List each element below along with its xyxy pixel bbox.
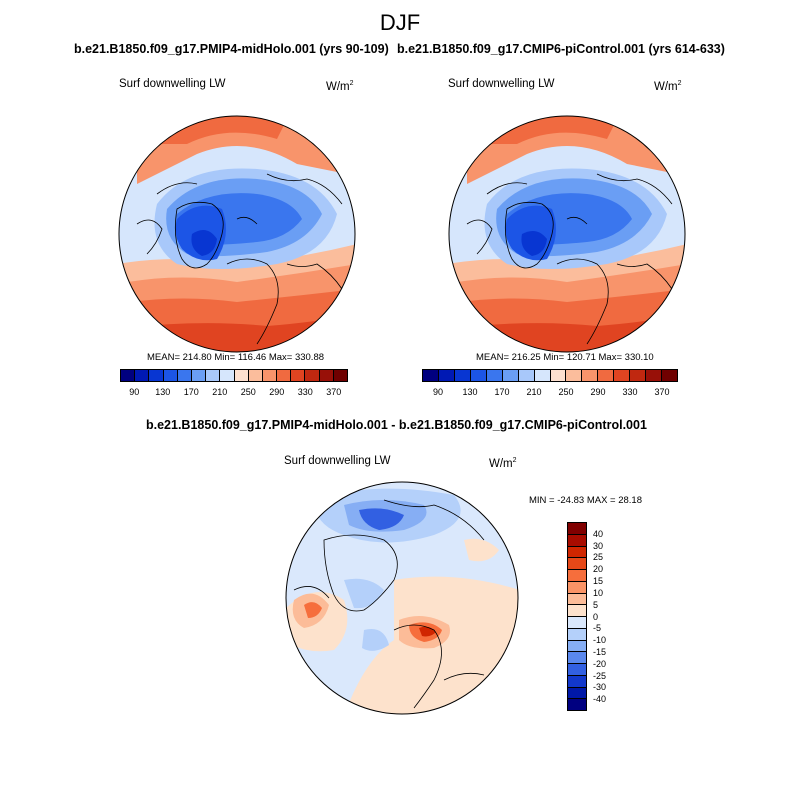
left-colorbar-tick-label: 290	[269, 387, 285, 397]
diff-colorbar-swatch	[568, 546, 586, 559]
left-colorbar-swatch	[262, 370, 278, 381]
diff-colorbar-tick-label: 25	[593, 552, 604, 563]
right-colorbar-swatch	[614, 370, 631, 381]
left-colorbar-swatch	[191, 370, 207, 381]
right-colorbar-tick-label: 330	[622, 387, 638, 397]
right-colorbar-tick-label: 210	[526, 387, 542, 397]
left-colorbar-tick-label: 170	[183, 387, 199, 397]
right-colorbar-tick-label: 250	[558, 387, 574, 397]
diff-colorbar-tick-label: -40	[593, 694, 607, 705]
difference-polar-map	[285, 481, 519, 715]
left-colorbar-swatch	[333, 370, 347, 381]
right-colorbar-tick-label: 370	[654, 387, 670, 397]
right-colorbar-swatch	[438, 370, 455, 381]
diff-colorbar-tick-label: 30	[593, 540, 604, 551]
right-colorbar-swatch	[566, 370, 583, 381]
left-colorbar-swatch	[234, 370, 249, 381]
right-colorbar-swatch	[470, 370, 487, 381]
left-colorbar-tick-label: 130	[155, 387, 171, 397]
left-colorbar-swatch	[248, 370, 263, 381]
right-colorbar-swatch	[486, 370, 503, 381]
left-colorbar-swatch	[305, 370, 320, 381]
diff-colorbar-tick-label: 5	[593, 599, 599, 610]
right-stats: MEAN= 216.25 Min= 120.71 Max= 330.10	[476, 352, 654, 363]
diff-colorbar-swatch	[568, 675, 586, 688]
diff-colorbar-tick-label: 40	[593, 528, 604, 539]
right-polar-map	[448, 115, 686, 353]
diff-colorbar-swatch	[568, 558, 586, 570]
right-colorbar-swatch	[662, 370, 677, 381]
right-colorbar-swatch	[582, 370, 599, 381]
diff-colorbar-swatch	[568, 652, 586, 664]
right-colorbar-tick-label: 170	[494, 387, 510, 397]
left-variable-label: Surf downwelling LW	[119, 78, 226, 90]
left-stats: MEAN= 214.80 Min= 116.46 Max= 330.88	[147, 352, 325, 363]
left-colorbar-tick-label: 370	[326, 387, 342, 397]
right-unit-label: W/m2	[654, 80, 682, 93]
left-unit-label: W/m2	[326, 80, 354, 93]
left-colorbar-swatch	[149, 370, 164, 381]
left-colorbar-swatch	[206, 370, 221, 381]
diff-run-title: b.e21.B1850.f09_g17.PMIP4-midHolo.001 - …	[146, 418, 647, 432]
right-colorbar-swatch	[534, 370, 551, 381]
right-variable-label: Surf downwelling LW	[448, 78, 555, 90]
left-colorbar-swatch	[121, 370, 136, 381]
diff-colorbar-tick-label: -25	[593, 670, 607, 681]
left-run-title: b.e21.B1850.f09_g17.PMIP4-midHolo.001 (y…	[74, 42, 389, 56]
right-colorbar-tick-label: 90	[432, 387, 444, 397]
diff-colorbar-swatch	[568, 581, 586, 594]
diff-colorbar-tick-label: 10	[593, 587, 604, 598]
left-colorbar-tick-label: 90	[129, 387, 140, 397]
diff-colorbar-swatch	[568, 640, 586, 653]
diff-colorbar-swatch	[568, 523, 586, 535]
diff-colorbar-tick-label: 15	[593, 576, 604, 587]
diff-colorbar-swatch	[568, 628, 586, 641]
season-title: DJF	[379, 10, 421, 35]
right-colorbar-swatch	[423, 370, 439, 381]
diff-colorbar-swatch	[568, 617, 586, 629]
left-colorbar-swatch	[220, 370, 235, 381]
left-colorbar-swatch	[319, 370, 334, 381]
right-colorbar-swatch	[502, 370, 519, 381]
diff-colorbar-swatch	[568, 664, 586, 676]
right-colorbar-swatch	[454, 370, 471, 381]
diff-colorbar-tick-label: -10	[593, 635, 607, 646]
right-colorbar-swatch	[598, 370, 615, 381]
left-colorbar-swatch	[135, 370, 150, 381]
left-polar-map	[118, 115, 356, 353]
left-colorbar-tick-label: 210	[212, 387, 228, 397]
left-colorbar-tick-label: 330	[297, 387, 313, 397]
right-colorbar-swatch	[646, 370, 663, 381]
diff-colorbar-tick-label: -15	[593, 646, 607, 657]
right-colorbar-swatch	[630, 370, 647, 381]
diff-colorbar-swatch	[568, 605, 586, 617]
right-colorbar	[422, 369, 678, 382]
diff-colorbar-swatch	[568, 534, 586, 547]
right-colorbar-swatch	[518, 370, 535, 381]
diff-colorbar-swatch	[568, 687, 586, 700]
left-colorbar-swatch	[291, 370, 306, 381]
diff-colorbar-tick-label: 0	[593, 611, 599, 622]
diff-colorbar-swatch	[568, 593, 586, 606]
right-colorbar-swatch	[550, 370, 567, 381]
diff-colorbar-tick-label: 20	[593, 564, 604, 575]
right-colorbar-tick-label: 290	[590, 387, 606, 397]
diff-unit-label: W/m2	[489, 457, 517, 470]
left-colorbar-swatch	[177, 370, 192, 381]
left-colorbar	[120, 369, 348, 382]
diff-colorbar-tick-label: -5	[593, 623, 602, 634]
left-colorbar-swatch	[163, 370, 178, 381]
diff-colorbar-swatch	[568, 699, 586, 710]
left-colorbar-swatch	[277, 370, 292, 381]
diff-colorbar-tick-label: -30	[593, 682, 607, 693]
right-run-title: b.e21.B1850.f09_g17.CMIP6-piControl.001 …	[397, 42, 725, 56]
right-colorbar-tick-label: 130	[462, 387, 478, 397]
diff-variable-label: Surf downwelling LW	[284, 455, 391, 467]
left-colorbar-tick-label: 250	[240, 387, 256, 397]
diff-stats: MIN = -24.83 MAX = 28.18	[529, 495, 643, 506]
diff-colorbar-swatch	[568, 570, 586, 582]
diff-colorbar	[567, 522, 587, 711]
diff-colorbar-tick-label: -20	[593, 658, 607, 669]
